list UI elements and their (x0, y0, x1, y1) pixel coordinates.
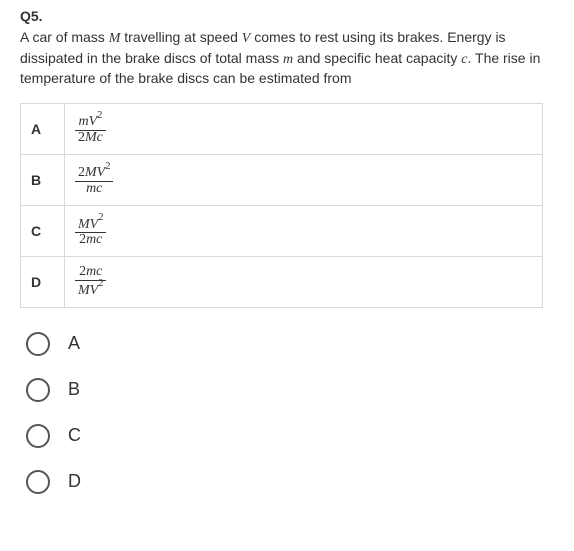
fraction: 2mc MV2 (75, 265, 106, 299)
numerator: 2mc (79, 264, 102, 279)
fraction: mV2 2Mc (75, 112, 106, 146)
denominator: 2mc (79, 232, 102, 247)
table-row: D 2mc MV2 (21, 256, 543, 307)
radio-icon[interactable] (26, 332, 50, 356)
numerator: MV2 (78, 217, 103, 232)
answer-choices: A B C D (20, 332, 554, 494)
choice-D[interactable]: D (26, 470, 554, 494)
question-number: Q5. (20, 8, 554, 24)
denominator: 2Mc (78, 130, 103, 145)
choice-label: B (68, 379, 80, 400)
choice-label: D (68, 471, 81, 492)
radio-icon[interactable] (26, 378, 50, 402)
options-table: A mV2 2Mc B 2MV2 mc C MV2 2mc D (20, 103, 543, 308)
choice-C[interactable]: C (26, 424, 554, 448)
stem-var-m: m (283, 52, 293, 67)
option-expr-B: 2MV2 mc (65, 154, 543, 205)
denominator: MV2 (78, 283, 103, 298)
choice-B[interactable]: B (26, 378, 554, 402)
stem-text: travelling at speed (120, 29, 241, 45)
option-label-D: D (21, 256, 65, 307)
numerator: 2MV2 (78, 165, 110, 180)
stem-var-M: M (109, 31, 121, 46)
denominator: mc (86, 181, 102, 196)
fraction: MV2 2mc (75, 214, 106, 248)
option-expr-D: 2mc MV2 (65, 256, 543, 307)
choice-label: C (68, 425, 81, 446)
option-label-C: C (21, 205, 65, 256)
choice-label: A (68, 333, 80, 354)
stem-text: and specific heat capacity (293, 50, 461, 66)
table-row: A mV2 2Mc (21, 103, 543, 154)
table-row: B 2MV2 mc (21, 154, 543, 205)
radio-icon[interactable] (26, 470, 50, 494)
stem-text: A car of mass (20, 29, 109, 45)
option-label-A: A (21, 103, 65, 154)
radio-icon[interactable] (26, 424, 50, 448)
fraction: 2MV2 mc (75, 163, 113, 197)
question-stem: A car of mass M travelling at speed V co… (20, 28, 554, 89)
option-label-B: B (21, 154, 65, 205)
choice-A[interactable]: A (26, 332, 554, 356)
option-expr-A: mV2 2Mc (65, 103, 543, 154)
option-expr-C: MV2 2mc (65, 205, 543, 256)
numerator: mV2 (78, 114, 102, 129)
table-row: C MV2 2mc (21, 205, 543, 256)
